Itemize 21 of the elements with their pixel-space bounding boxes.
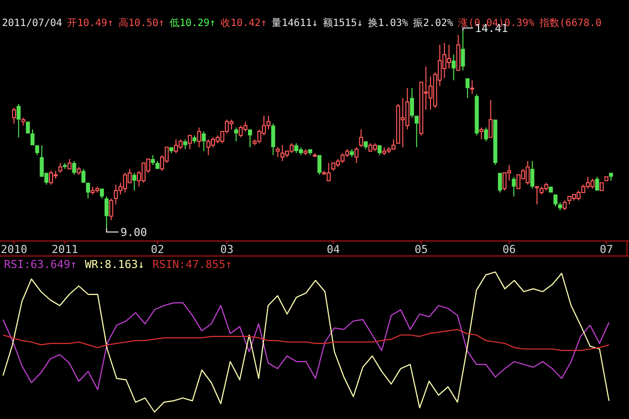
text: 高10.50↑ (118, 17, 164, 29)
text: 收10.42↑ (220, 18, 267, 29)
text: 振2.02% (413, 17, 454, 29)
text: 换1.03% (368, 17, 408, 29)
text: 开10.49↑ (67, 18, 114, 29)
legend: RSI:63.649↑ WR:8.163↓ RSIN:47.855↑ (4, 258, 232, 271)
x-tick-label: 03 (220, 243, 234, 256)
text: 量14611↓ (272, 18, 318, 29)
text: 指数(6678.0 (538, 17, 602, 29)
x-tick-label: 2010 (0, 243, 28, 256)
x-tick-label: 07 (600, 243, 613, 256)
text: 额1515↓ (322, 17, 363, 29)
chart-title: 2011/07/04 (2, 18, 62, 29)
annotation: 9.00 (120, 226, 148, 239)
x-tick-label: 05 (414, 243, 428, 256)
note-low: 9.00 (106, 226, 148, 239)
x-tick-label: 04 (326, 243, 340, 256)
text: 低10.29↑ (169, 18, 216, 29)
x-tick-label: 02 (150, 243, 164, 256)
x-tick-label: 06 (502, 243, 516, 256)
x-tick-label: 2011 (52, 243, 78, 256)
